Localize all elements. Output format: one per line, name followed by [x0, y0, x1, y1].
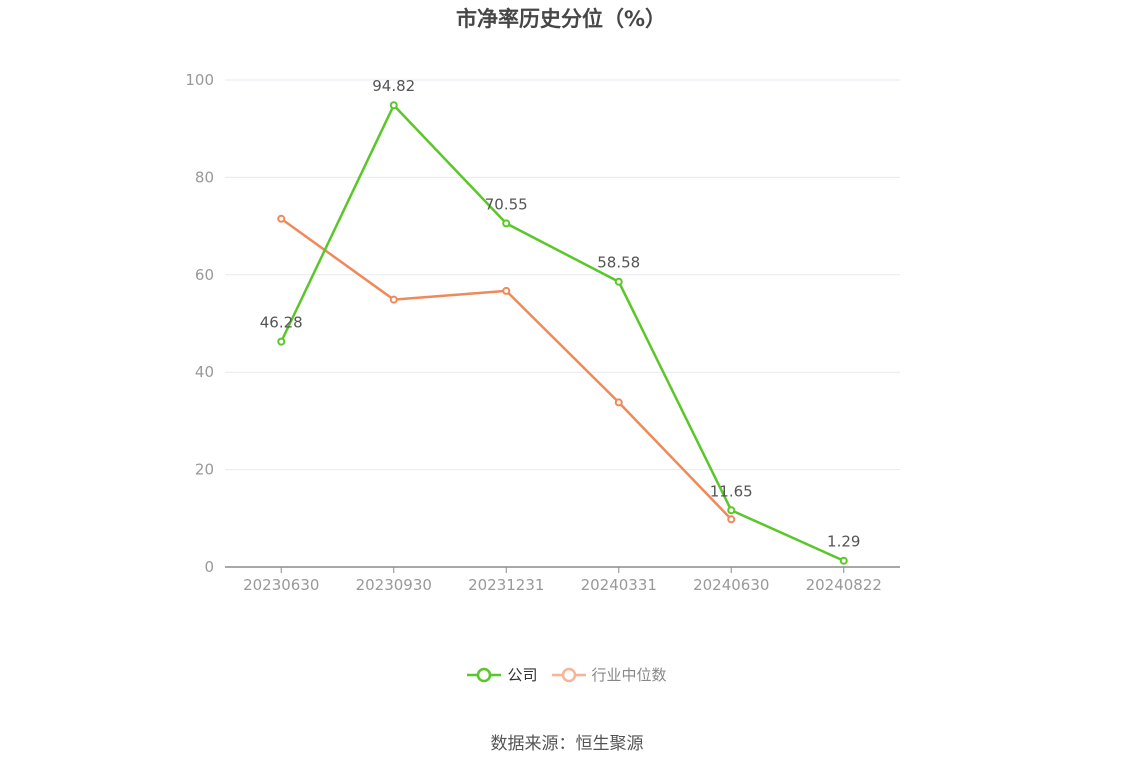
y-tick-label: 60 — [195, 266, 214, 284]
data-point[interactable] — [389, 295, 398, 304]
x-tick-label: 20231231 — [468, 576, 544, 594]
data-point[interactable] — [839, 556, 848, 565]
data-label: 1.29 — [827, 533, 860, 551]
data-point[interactable] — [502, 219, 511, 228]
series-line-company — [280, 103, 845, 562]
chart-title: 市净率历史分位（%） — [455, 7, 667, 31]
series-lines — [280, 103, 845, 562]
data-label: 70.55 — [485, 195, 528, 213]
data-point[interactable] — [727, 506, 736, 515]
legend-line-circle-icon — [551, 667, 586, 682]
y-tick-label: 100 — [185, 71, 214, 89]
series-points — [277, 101, 848, 565]
data-label: 11.65 — [710, 482, 753, 500]
legend-item-company[interactable]: 公司 — [467, 664, 538, 685]
x-tick-label: 20240630 — [693, 576, 769, 594]
x-axis: 20230630 20230930 20231231 20240331 20240630… — [225, 566, 900, 594]
legend-label-company: 公司 — [507, 666, 538, 684]
y-tick-label: 0 — [204, 558, 214, 576]
data-point[interactable] — [389, 101, 398, 110]
data-point[interactable] — [614, 398, 623, 407]
x-tick-label: 20230930 — [356, 576, 432, 594]
data-label: 46.28 — [260, 314, 303, 332]
data-point[interactable] — [727, 515, 736, 524]
data-point[interactable] — [502, 286, 511, 295]
y-tick-label: 80 — [195, 168, 214, 186]
x-tick-label: 20240331 — [581, 576, 657, 594]
data-labels: 46.28 94.82 70.55 58.58 11.65 1.29 — [260, 77, 861, 550]
y-tick-label: 40 — [195, 363, 214, 381]
data-source: 数据来源：恒生聚源 — [490, 734, 644, 754]
data-point[interactable] — [277, 214, 286, 223]
grid-lines — [225, 79, 900, 471]
legend-item-industry-median[interactable]: 行业中位数 — [551, 664, 667, 685]
data-label: 94.82 — [372, 77, 415, 95]
legend-line-circle-icon — [467, 667, 502, 682]
y-axis: 0 20 40 60 80 100 — [185, 71, 214, 576]
legend-label-industry-median: 行业中位数 — [591, 666, 667, 684]
series-line-industry-median — [280, 217, 733, 521]
y-tick-label: 20 — [195, 461, 214, 479]
data-label: 58.58 — [597, 254, 640, 272]
legend: 公司 行业中位数 — [0, 664, 1134, 685]
data-point[interactable] — [614, 277, 623, 286]
x-tick-label: 20240822 — [806, 576, 882, 594]
x-tick-label: 20230630 — [243, 576, 319, 594]
data-point[interactable] — [277, 337, 286, 346]
